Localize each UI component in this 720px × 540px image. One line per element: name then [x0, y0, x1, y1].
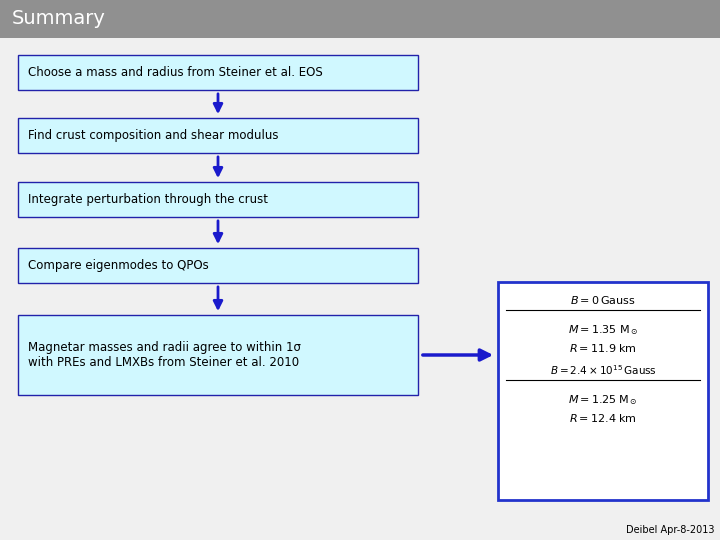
FancyBboxPatch shape: [18, 55, 418, 90]
Text: Deibel Apr-8-2013: Deibel Apr-8-2013: [626, 525, 715, 535]
Text: Find crust composition and shear modulus: Find crust composition and shear modulus: [28, 129, 279, 142]
Text: $B = 0\,\mathrm{Gauss}$: $B = 0\,\mathrm{Gauss}$: [570, 294, 636, 306]
Text: $M = 1.25\;\mathrm{M}_\odot$: $M = 1.25\;\mathrm{M}_\odot$: [568, 393, 638, 407]
Text: Integrate perturbation through the crust: Integrate perturbation through the crust: [28, 193, 268, 206]
FancyBboxPatch shape: [18, 182, 418, 217]
FancyBboxPatch shape: [498, 282, 708, 500]
FancyBboxPatch shape: [18, 118, 418, 153]
Text: Summary: Summary: [12, 10, 106, 29]
Text: Compare eigenmodes to QPOs: Compare eigenmodes to QPOs: [28, 259, 209, 272]
FancyBboxPatch shape: [18, 248, 418, 283]
Text: $B = 2.4\times 10^{15}\,\mathrm{Gauss}$: $B = 2.4\times 10^{15}\,\mathrm{Gauss}$: [549, 363, 657, 377]
Text: Magnetar masses and radii agree to within 1σ
with PREs and LMXBs from Steiner et: Magnetar masses and radii agree to withi…: [28, 341, 301, 369]
Text: $R = 12.4\;\mathrm{km}$: $R = 12.4\;\mathrm{km}$: [570, 412, 636, 424]
Bar: [0, 0, 720, 38]
Text: $R = 11.9\;\mathrm{km}$: $R = 11.9\;\mathrm{km}$: [570, 342, 636, 354]
FancyBboxPatch shape: [18, 315, 418, 395]
Text: Choose a mass and radius from Steiner et al. EOS: Choose a mass and radius from Steiner et…: [28, 66, 323, 79]
Text: $M = 1.35\;\mathrm{M}_\odot$: $M = 1.35\;\mathrm{M}_\odot$: [568, 323, 638, 337]
